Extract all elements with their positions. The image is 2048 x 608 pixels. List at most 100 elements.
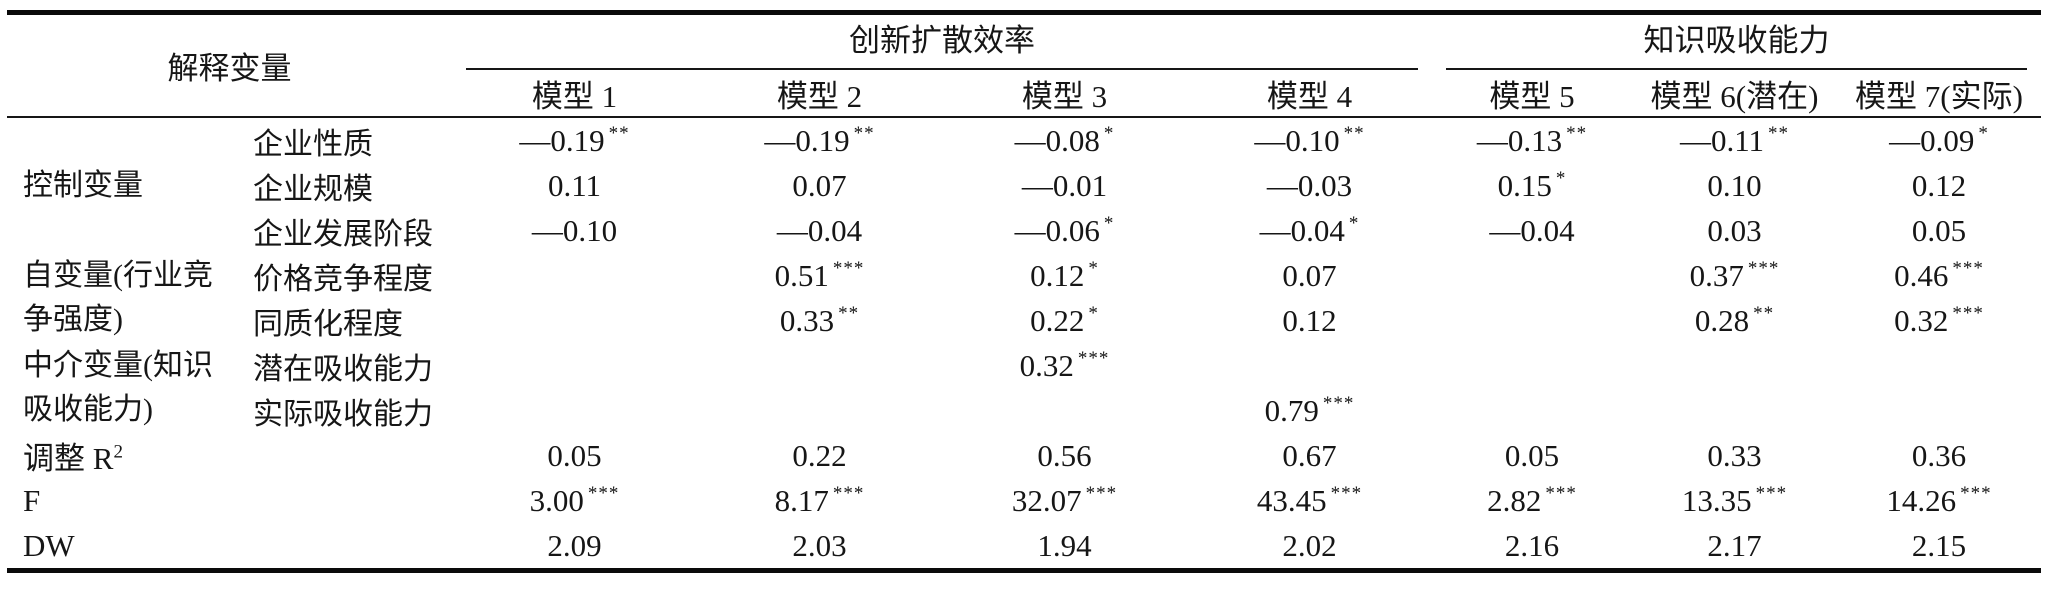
coefficient-cell	[1432, 388, 1632, 433]
coefficient-cell	[1432, 298, 1632, 343]
significance-stars: ***	[1952, 258, 1984, 280]
table-row: 中介变量(知识吸收能力) 潜在吸收能力 0.32 ***	[7, 343, 2041, 427]
coefficient-cell: 0.05	[1837, 208, 2041, 253]
model-header-3: 模型 3	[942, 70, 1187, 118]
significance-stars: **	[1768, 123, 1790, 145]
significance-stars: ***	[1085, 483, 1118, 505]
significance-stars: **	[1753, 303, 1775, 325]
coefficient-cell: 0.10	[1632, 163, 1837, 208]
table-row: 自变量(行业竞争强度) 价格竞争程度 0.51 *** 0.12 * 0.07 0.37 ***…	[7, 253, 2041, 337]
coefficient-cell: 0.03	[1632, 208, 1837, 253]
significance-stars: ***	[1755, 483, 1788, 505]
coefficient-value: 2.02	[1282, 527, 1337, 563]
coefficient-cell: 0.32 ***	[942, 343, 1187, 388]
table-row: 控制变量 企业性质 —0.19 ** —0.19 ** —0.08 * —0.10 ** —0.13…	[7, 117, 2041, 202]
stat-label-superscript: 2	[113, 441, 123, 463]
model-header-6: 模型 6(潜在)	[1632, 70, 1837, 118]
coefficient-cell: —0.08 *	[942, 117, 1187, 163]
coefficient-value: 0.03	[1707, 212, 1762, 248]
coefficient-value: 0.22	[1030, 302, 1085, 338]
coefficient-cell: 0.28 **	[1632, 298, 1837, 343]
table-row: F 3.00 *** 8.17 *** 32.07 *** 43.45 *** 2.82 *** 13…	[7, 478, 2041, 523]
coefficient-value: 0.67	[1282, 437, 1337, 473]
model-header-5: 模型 5	[1432, 70, 1632, 118]
coefficient-cell	[1432, 253, 1632, 298]
coefficient-cell: 43.45 ***	[1187, 478, 1432, 523]
coefficient-cell	[1632, 343, 1837, 388]
coefficient-cell: —0.19 **	[697, 117, 942, 163]
coefficient-value: —0.04	[1489, 212, 1575, 248]
coefficient-cell: —0.10	[452, 208, 697, 253]
coefficient-value: —0.10	[1254, 122, 1340, 158]
coefficient-cell	[942, 388, 1187, 433]
coefficient-cell: —0.10 **	[1187, 117, 1432, 163]
coefficient-value: —0.13	[1476, 122, 1563, 158]
model-header-7: 模型 7(实际)	[1837, 70, 2042, 118]
significance-stars: **	[838, 303, 860, 325]
coefficient-cell: 2.17	[1632, 523, 1837, 571]
coefficient-value: 2.15	[1911, 527, 1967, 563]
coefficient-value: 2.82	[1487, 482, 1542, 518]
row-stat-label: DW	[7, 523, 452, 571]
coefficient-cell: 0.05	[452, 433, 697, 478]
coefficient-cell: 2.09	[452, 523, 697, 571]
table-row: 企业发展阶段 —0.10 —0.04 —0.06 * —0.04 * —0.04 0.03 0.0…	[7, 208, 2041, 253]
significance-stars: ***	[1960, 483, 1992, 505]
row-group-label: 自变量(行业竞争强度)	[23, 259, 213, 336]
coefficient-value: 0.33	[1707, 437, 1762, 473]
coefficient-value: 2.03	[792, 527, 847, 563]
coefficient-cell: 0.79 ***	[1187, 388, 1432, 433]
coefficient-cell: 2.15	[1837, 523, 2041, 571]
coefficient-cell: 2.16	[1432, 523, 1632, 571]
coefficient-cell: 0.32 ***	[1837, 298, 2041, 343]
coefficient-cell: 0.46 ***	[1837, 253, 2041, 298]
coefficient-cell: —0.04	[1432, 208, 1632, 253]
model-header-2: 模型 2	[697, 70, 942, 118]
significance-stars: *	[1555, 168, 1567, 190]
table-body: 控制变量 企业性质 —0.19 ** —0.19 ** —0.08 * —0.10 ** —0.13…	[7, 117, 2041, 571]
coefficient-cell	[452, 388, 697, 433]
coefficient-cell	[452, 343, 697, 388]
row-variable-label: 同质化程度	[253, 307, 403, 341]
coefficient-value: —0.06	[1014, 212, 1100, 248]
table-row: 同质化程度 0.33 ** 0.22 * 0.12 0.28 ** 0.32 ***	[7, 298, 2041, 343]
row-variable-label: 企业发展阶段	[253, 217, 433, 251]
coefficient-value: —0.04	[1259, 212, 1345, 248]
col-group-label-innovation-diffusion: 创新扩散效率	[466, 15, 1418, 70]
coefficient-value: —0.11	[1679, 122, 1765, 158]
coefficient-cell: 8.17 ***	[697, 478, 942, 523]
coefficient-value: 0.15	[1497, 167, 1552, 203]
significance-stars: **	[1343, 123, 1365, 145]
coefficient-value: 0.36	[1911, 437, 1967, 473]
row-variable-label: 企业规模	[253, 172, 373, 206]
significance-stars: *	[1103, 123, 1115, 145]
significance-stars: ***	[1545, 483, 1577, 505]
coefficient-value: 8.17	[774, 482, 829, 518]
significance-stars: ***	[1330, 483, 1363, 505]
coefficient-value: 14.26	[1886, 482, 1957, 518]
coefficient-cell: 0.15 *	[1432, 163, 1632, 208]
stat-label-text: DW	[23, 527, 75, 563]
table-row: DW 2.09 2.03 1.94 2.02 2.16 2.17 2.15	[7, 523, 2041, 571]
coefficient-cell: —0.13 **	[1432, 117, 1632, 163]
coefficient-value: 0.11	[547, 167, 602, 203]
row-variable-label: 价格竞争程度	[253, 262, 433, 296]
model-header-4: 模型 4	[1187, 70, 1432, 118]
coefficient-value: 0.79	[1264, 392, 1319, 428]
coefficient-cell: 32.07 ***	[942, 478, 1187, 523]
coefficient-cell	[1432, 343, 1632, 388]
coefficient-value: 0.28	[1694, 302, 1750, 338]
coefficient-value: 32.07	[1011, 482, 1082, 518]
col-group-label-knowledge-absorption: 知识吸收能力	[1446, 15, 2028, 70]
row-variable-label: 潜在吸收能力	[253, 352, 433, 386]
significance-stars: ***	[1077, 348, 1110, 370]
coefficient-value: 13.35	[1681, 482, 1752, 518]
coefficient-value: 0.46	[1894, 257, 1949, 293]
coefficient-cell	[1837, 388, 2041, 433]
coefficient-cell: 0.33 **	[697, 298, 942, 343]
corner-header-explanatory-variables: 解释变量	[7, 12, 452, 118]
significance-stars: ***	[587, 483, 620, 505]
coefficient-cell: 0.67	[1187, 433, 1432, 478]
coefficient-cell: 3.00 ***	[452, 478, 697, 523]
coefficient-value: —0.19	[764, 122, 850, 158]
